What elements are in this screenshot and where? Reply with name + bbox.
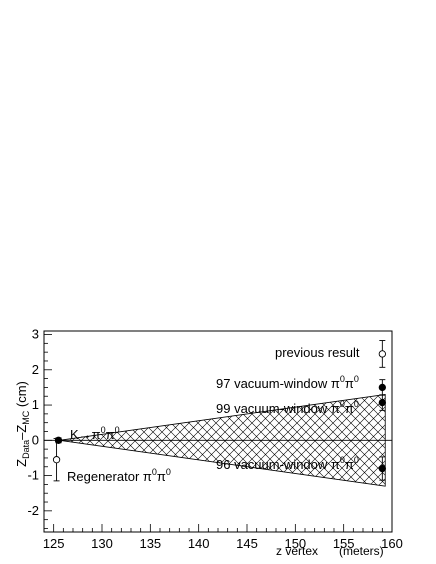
x-axis-unit: (meters)	[339, 544, 384, 558]
y-axis-label: ZData–ZMC (cm)	[14, 381, 31, 467]
x-axis-ticks: 125 130 135 140 145 150 155 160	[43, 524, 403, 551]
x-tick-label: 125	[43, 536, 65, 551]
data-points	[52, 340, 386, 482]
point-marker	[378, 350, 386, 358]
point-marker	[52, 456, 61, 464]
y-tick-label: 1	[32, 397, 39, 412]
annotation-97-vacuum-window: 97 vacuum-window π0π0	[216, 374, 359, 391]
y-tick-label: 3	[32, 327, 39, 342]
x-tick-label: 145	[236, 536, 258, 551]
x-axis-label: z vertex	[276, 544, 318, 558]
y-tick-label: 2	[32, 362, 39, 377]
data-point	[52, 438, 61, 482]
x-tick-label: 155	[333, 536, 355, 551]
x-tick-label: 150	[284, 536, 306, 551]
y-tick-label: -2	[27, 503, 39, 518]
y-tick-label: -1	[27, 468, 39, 483]
x-tick-label: 160	[381, 536, 403, 551]
data-point	[378, 456, 386, 481]
y-tick-label: 0	[32, 432, 39, 447]
data-point	[378, 340, 386, 368]
x-tick-label: 135	[139, 536, 161, 551]
point-marker	[378, 398, 386, 407]
annotation-k-decay: K→π0π0	[70, 425, 120, 442]
annotation-previous-result: previous result	[275, 345, 360, 360]
point-marker	[378, 464, 386, 473]
data-point	[378, 379, 386, 396]
x-tick-label: 140	[188, 536, 210, 551]
annotation-regenerator: Regenerator π0π0	[67, 467, 171, 484]
annotation-96-vacuum-window: 96 vacuum-window π0π0	[216, 455, 359, 472]
data-point	[378, 394, 386, 411]
x-tick-label: 130	[91, 536, 113, 551]
y-axis-ticks: -2 -1 0 1 2 3	[27, 327, 52, 529]
annotation-99-vacuum-window: 99 vacuum-window π0π0	[216, 399, 359, 416]
point-marker	[378, 383, 386, 392]
